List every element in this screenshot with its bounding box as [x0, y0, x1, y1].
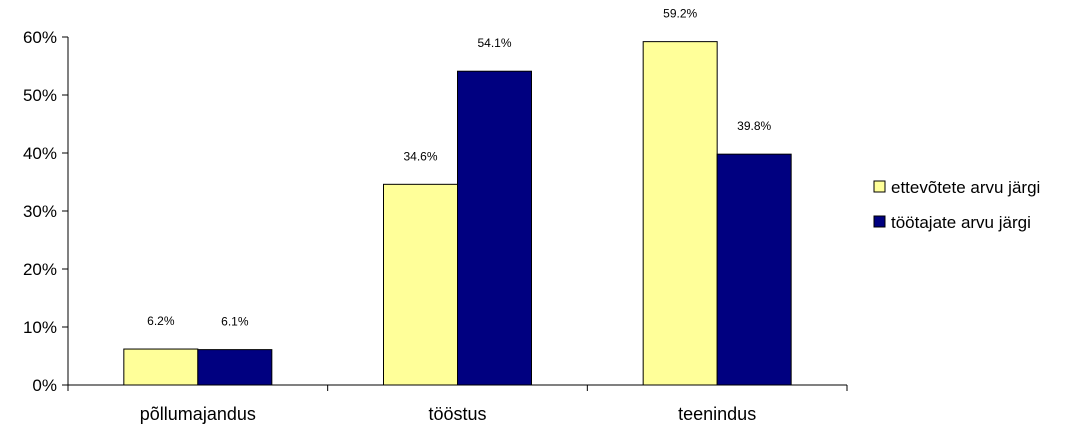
- x-category-label: tööstus: [428, 404, 486, 424]
- data-label: 6.1%: [221, 315, 249, 329]
- data-label: 34.6%: [403, 149, 437, 163]
- y-tick-label: 60%: [23, 28, 57, 47]
- legend-swatch: [873, 215, 886, 228]
- legend: ettevõtete arvu järgi töötajate arvu järg…: [873, 178, 1040, 232]
- axes: 0% 10% 20% 30% 40% 50% 60% põllumajandus tööstus…: [23, 28, 848, 424]
- legend-label: töötajate arvu järgi: [891, 213, 1031, 232]
- data-label: 54.1%: [477, 36, 511, 50]
- legend-swatch: [873, 180, 886, 193]
- bar: [197, 349, 273, 386]
- y-tick-label: 20%: [23, 260, 57, 279]
- bar: [716, 153, 792, 386]
- y-tick-label: 50%: [23, 86, 57, 105]
- x-category-label: teenindus: [678, 404, 756, 424]
- bar: [642, 41, 718, 386]
- data-label: 59.2%: [663, 7, 697, 21]
- bars: [123, 41, 792, 386]
- bar: [123, 348, 199, 386]
- legend-label: ettevõtete arvu järgi: [891, 178, 1040, 197]
- bar: [457, 70, 532, 386]
- y-tick-label: 10%: [23, 318, 57, 337]
- y-tick-label: 40%: [23, 144, 57, 163]
- bar: [383, 183, 458, 386]
- data-labels: 6.2% 6.1% 34.6% 54.1% 59.2% 39.8%: [147, 7, 771, 329]
- data-label: 6.2%: [147, 314, 175, 328]
- data-label: 39.8%: [737, 119, 771, 133]
- y-tick-label: 30%: [23, 202, 57, 221]
- y-tick-label: 0%: [32, 376, 57, 395]
- x-category-label: põllumajandus: [140, 404, 256, 424]
